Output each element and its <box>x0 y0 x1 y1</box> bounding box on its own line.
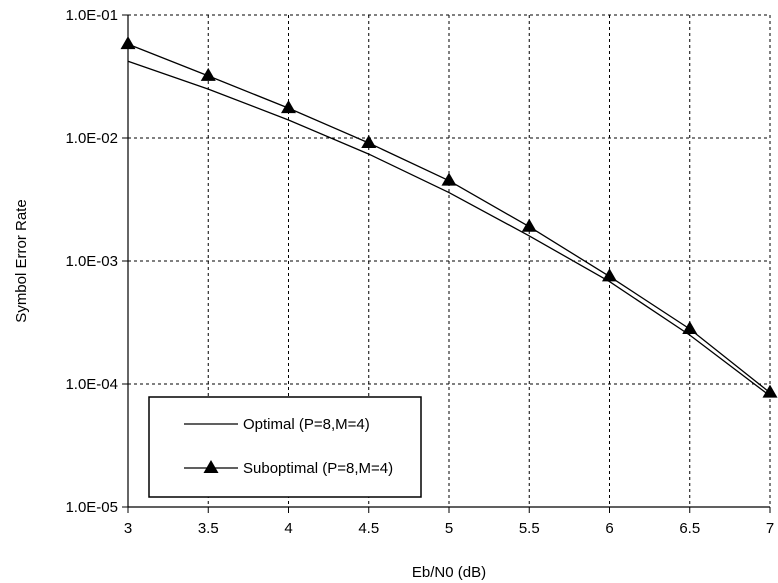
x-tick-label: 3.5 <box>198 520 219 537</box>
x-tick-label: 7 <box>766 520 774 537</box>
legend-marker-suboptimal <box>203 460 219 473</box>
suboptimal-marker <box>120 36 136 50</box>
legend-box <box>148 396 422 498</box>
x-tick-label: 3 <box>124 520 132 537</box>
x-tick-label: 4.5 <box>358 520 379 537</box>
x-tick-label: 5 <box>445 520 453 537</box>
x-axis-label: Eb/N0 (dB) <box>412 564 486 581</box>
suboptimal-marker <box>521 218 537 232</box>
tick-labels: 3 3.5 4 4.5 5 5.5 6 6.5 7 1.0E-05 1.0E-04 1.0E-03 1.… <box>65 7 774 537</box>
suboptimal-marker <box>441 172 457 186</box>
series <box>120 36 778 398</box>
suboptimal-marker <box>281 100 296 114</box>
axes <box>122 14 771 513</box>
y-tick-label: 1.0E-03 <box>65 253 118 270</box>
x-tick-label: 4 <box>284 520 292 537</box>
x-tick-label: 6.5 <box>679 520 700 537</box>
suboptimal-marker <box>200 67 216 81</box>
y-tick-label: 1.0E-05 <box>65 499 118 516</box>
suboptimal-marker <box>361 135 377 149</box>
suboptimal-marker <box>762 384 778 398</box>
series-line-optimal <box>127 60 771 397</box>
suboptimal-marker <box>602 268 617 282</box>
y-tick-label: 1.0E-02 <box>65 130 118 147</box>
legend: Optimal (P=8,M=4) Suboptimal (P=8,M=4) <box>148 396 422 498</box>
x-tick-label: 5.5 <box>519 520 540 537</box>
legend-label-suboptimal: Suboptimal (P=8,M=4) <box>243 460 393 477</box>
legend-label-optimal: Optimal (P=8,M=4) <box>243 416 370 433</box>
suboptimal-marker <box>682 320 698 334</box>
y-axis-label: Symbol Error Rate <box>13 199 30 322</box>
y-tick-label: 1.0E-04 <box>65 376 118 393</box>
y-tick-label: 1.0E-01 <box>65 7 118 24</box>
x-tick-label: 6 <box>605 520 613 537</box>
